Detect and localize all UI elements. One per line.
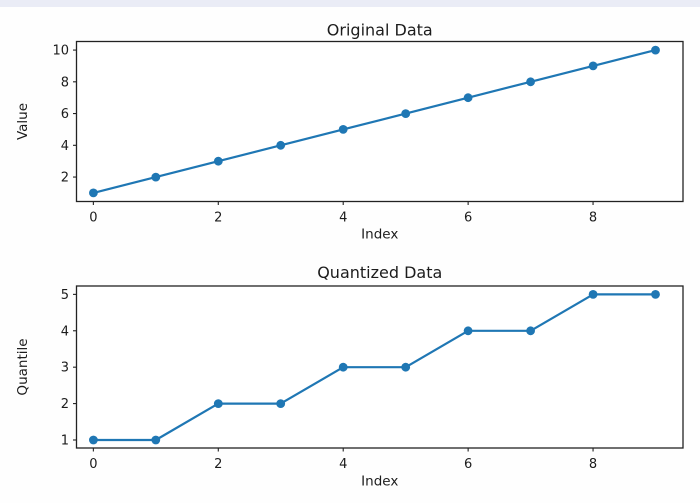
x-tick-label: 4	[339, 457, 347, 472]
y-tick-label: 2	[61, 171, 69, 186]
data-point	[401, 109, 411, 118]
x-tick-label: 4	[339, 211, 347, 226]
x-tick-label: 8	[589, 211, 597, 226]
x-tick-label: 6	[464, 457, 472, 472]
data-point	[338, 124, 348, 134]
data-line	[92, 48, 657, 194]
original-data-chart: Original Data 0 2 4 6 8 2 4 6 8 10 Index Value	[15, 21, 684, 243]
data-point	[463, 93, 473, 103]
data-point	[588, 61, 598, 71]
data-point	[151, 435, 161, 445]
y-tick-label: 3	[61, 361, 69, 376]
y-axis-label: Value	[15, 103, 31, 140]
original-data-plot: Original Data 0 2 4 6 8 2 4 6 8 10 Index Value	[15, 21, 684, 243]
x-tick-label: 2	[214, 211, 222, 226]
top-edge-band	[0, 0, 700, 7]
quantized-data-plot: Quantized Data 0 2 4 6 8 1 2 3 4 5 Index Quantile	[15, 263, 684, 490]
data-point	[213, 156, 223, 166]
data-point	[213, 399, 223, 408]
y-tick-label: 2	[61, 397, 69, 412]
x-tick-label: 2	[214, 457, 222, 472]
x-axis-label: Index	[361, 227, 398, 243]
x-tick-label: 0	[89, 211, 97, 226]
x-axis-label: Index	[361, 474, 398, 490]
data-point	[526, 326, 535, 336]
y-tick-label: 4	[61, 139, 69, 154]
data-point	[338, 362, 348, 372]
data-point	[276, 399, 286, 408]
quantized-data-chart: Quantized Data 0 2 4 6 8 1 2 3 4 5 Index Quantile	[0, 252, 700, 503]
data-point	[526, 77, 535, 87]
chart-title: Quantized Data	[317, 263, 442, 282]
x-tick-label: 6	[464, 211, 472, 226]
data-point	[89, 188, 98, 198]
y-tick-label: 10	[52, 44, 69, 59]
data-point	[651, 290, 660, 299]
x-tick-label: 8	[589, 457, 597, 472]
y-axis-label: Quantile	[15, 338, 31, 395]
data-point	[276, 140, 286, 150]
y-tick-label: 4	[61, 324, 69, 339]
data-point	[651, 45, 660, 55]
x-tick-label: 0	[89, 457, 97, 472]
y-tick-label: 8	[61, 75, 69, 90]
data-point	[588, 290, 598, 299]
data-point	[89, 435, 98, 445]
y-tick-label: 5	[61, 288, 69, 303]
data-point	[401, 362, 411, 372]
data-point	[151, 172, 161, 182]
chart-title: Original Data	[327, 21, 433, 40]
y-tick-label: 6	[61, 107, 69, 122]
y-tick-label: 1	[61, 433, 69, 448]
data-line	[92, 293, 657, 442]
data-point	[463, 326, 473, 336]
